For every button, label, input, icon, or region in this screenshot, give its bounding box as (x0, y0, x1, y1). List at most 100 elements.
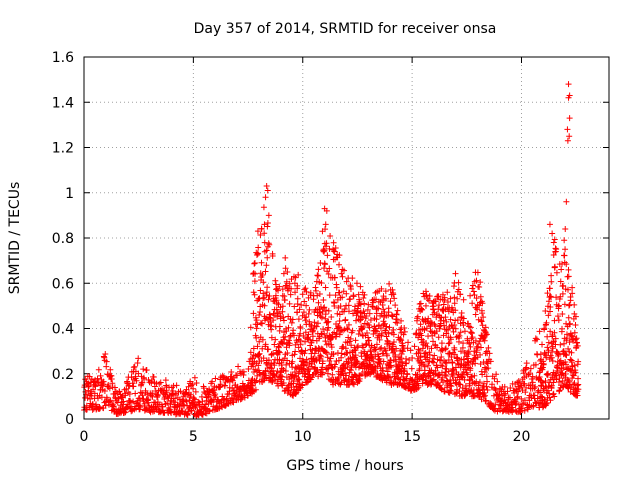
data-point (301, 298, 308, 305)
data-point (440, 301, 447, 308)
data-point (551, 329, 558, 336)
data-point (538, 379, 545, 386)
data-point (390, 291, 397, 298)
data-point (220, 374, 227, 381)
data-point (449, 359, 456, 366)
data-point (446, 339, 453, 346)
data-point (349, 275, 356, 282)
data-point (555, 302, 562, 309)
data-point (304, 367, 311, 374)
data-point (477, 293, 484, 300)
data-point (455, 286, 462, 293)
data-point (257, 287, 264, 294)
data-point (263, 262, 270, 269)
data-point (274, 313, 281, 320)
data-point (320, 326, 327, 333)
data-point (87, 379, 94, 386)
data-point (122, 392, 129, 399)
data-point (361, 348, 368, 355)
data-point (321, 247, 328, 254)
data-point (341, 365, 348, 372)
data-point (464, 371, 471, 378)
data-point (95, 366, 102, 373)
data-point (328, 334, 335, 341)
data-point (267, 368, 274, 375)
data-point (565, 81, 572, 88)
data-point (435, 293, 442, 300)
data-point (563, 335, 570, 342)
data-point (323, 349, 330, 356)
data-point (424, 362, 431, 369)
data-point (111, 384, 118, 391)
data-point (322, 348, 329, 355)
data-point (532, 335, 539, 342)
data-point (164, 400, 171, 407)
data-point (303, 302, 310, 309)
data-point (413, 385, 420, 392)
data-point (549, 357, 556, 364)
data-point (195, 398, 202, 405)
data-point (291, 351, 298, 358)
data-point (281, 297, 288, 304)
data-point (90, 386, 97, 393)
data-point (461, 356, 468, 363)
data-point (507, 384, 514, 391)
data-point (336, 289, 343, 296)
data-point (234, 372, 241, 379)
data-point (432, 367, 439, 374)
data-point (254, 372, 261, 379)
data-point (365, 322, 372, 329)
data-point (182, 390, 189, 397)
x-tick-label: 20 (513, 429, 531, 445)
data-point (469, 285, 476, 292)
data-point (506, 394, 513, 401)
data-point (445, 326, 452, 333)
data-point (318, 280, 325, 287)
data-point (572, 313, 579, 320)
data-point (556, 375, 563, 382)
data-point (212, 391, 219, 398)
data-point (238, 395, 245, 402)
data-point (290, 327, 297, 334)
data-point (364, 306, 371, 313)
data-point (345, 376, 352, 383)
data-point (295, 344, 302, 351)
data-point (474, 269, 481, 276)
data-point (449, 365, 456, 372)
data-point (302, 317, 309, 324)
data-point (327, 355, 334, 362)
data-point (486, 350, 493, 357)
axis-ticks: 0 0.2 0.4 0.6 0.8 1 1.2 1.4 1.6 0 5 10 15 20 (52, 50, 609, 445)
data-point (323, 240, 330, 247)
data-point (543, 354, 550, 361)
data-point (250, 289, 257, 296)
data-point (390, 343, 397, 350)
data-point (441, 371, 448, 378)
data-point (420, 361, 427, 368)
data-point (473, 277, 480, 284)
data-point (460, 322, 467, 329)
data-point (529, 373, 536, 380)
data-point (298, 301, 305, 308)
data-point (263, 182, 270, 189)
data-point (468, 330, 475, 337)
data-point (364, 352, 371, 359)
data-point (251, 260, 258, 267)
data-point (558, 266, 565, 273)
data-point (465, 348, 472, 355)
data-point (106, 385, 113, 392)
data-point (435, 334, 442, 341)
data-point (264, 284, 271, 291)
data-point (452, 325, 459, 332)
data-point (551, 236, 558, 243)
data-point (92, 383, 99, 390)
data-point (563, 352, 570, 359)
data-point (514, 393, 521, 400)
data-point (256, 309, 263, 316)
data-point (302, 338, 309, 345)
data-point (115, 395, 122, 402)
data-point (479, 322, 486, 329)
data-point (191, 374, 198, 381)
data-point (374, 328, 381, 335)
data-point (269, 252, 276, 259)
